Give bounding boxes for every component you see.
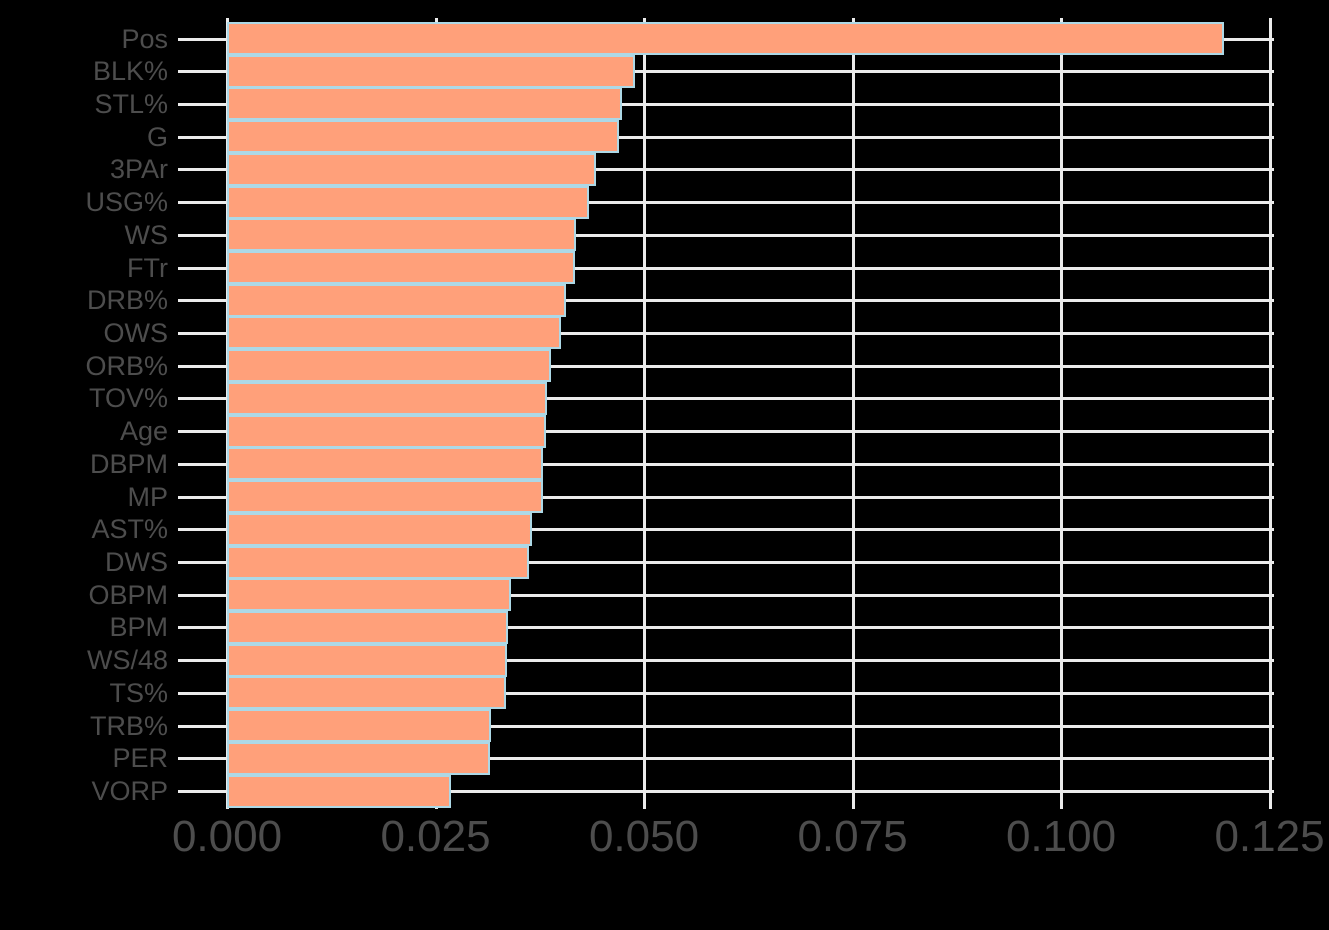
y-tick-label: TS% <box>109 677 168 708</box>
bar <box>227 283 567 317</box>
bar <box>227 774 451 808</box>
bar <box>227 22 1225 55</box>
x-tick-label: 0.025 <box>380 812 491 861</box>
bar <box>227 512 533 546</box>
x-tick-label: 0.000 <box>171 812 283 861</box>
y-gridline <box>178 495 1274 499</box>
y-tick-label: DRB% <box>86 285 168 316</box>
y-gridline <box>178 626 1274 630</box>
bar <box>227 381 548 415</box>
y-tick-label: USG% <box>85 187 168 218</box>
y-tick-label: TRB% <box>89 710 168 741</box>
y-tick-label: DBPM <box>89 448 168 479</box>
bar <box>227 643 508 677</box>
bar <box>227 152 597 186</box>
y-tick-label: OWS <box>103 317 169 348</box>
y-tick-label: AST% <box>91 514 168 545</box>
y-tick-label: WS/48 <box>86 645 168 676</box>
y-tick-label: Age <box>119 416 168 447</box>
y-tick-label: FTr <box>127 252 168 283</box>
x-gridline <box>851 18 855 809</box>
y-gridline <box>178 299 1274 303</box>
bar <box>227 545 529 579</box>
y-gridline <box>178 397 1274 401</box>
bar <box>227 185 589 219</box>
y-tick-label: PER <box>112 743 168 774</box>
bar <box>227 414 547 448</box>
y-tick-label: STL% <box>94 88 168 119</box>
x-tick-label: 0.125 <box>1214 812 1325 861</box>
bar <box>227 578 511 612</box>
x-tick-label: 0.050 <box>588 812 700 861</box>
y-gridline <box>178 364 1274 368</box>
x-gridline <box>1060 18 1063 809</box>
bar <box>227 480 544 514</box>
y-gridline <box>178 561 1274 565</box>
y-tick-label: WS <box>124 219 169 250</box>
y-tick-label: G <box>146 121 168 152</box>
x-tick-label: 0.075 <box>797 812 908 861</box>
y-gridline <box>178 462 1274 466</box>
y-gridline <box>178 691 1274 695</box>
y-tick-label: TOV% <box>88 383 168 414</box>
y-gridline <box>178 790 1274 794</box>
y-gridline <box>178 757 1274 761</box>
bar <box>227 218 576 252</box>
x-tick-label: 0.100 <box>1005 812 1117 861</box>
y-tick-label: BPM <box>109 612 168 643</box>
bar <box>227 54 635 88</box>
bar <box>227 120 619 154</box>
bar <box>227 741 490 775</box>
y-tick-label: OBPM <box>88 579 168 610</box>
y-tick-label: Pos <box>121 23 168 54</box>
bar <box>227 316 561 350</box>
y-gridline <box>178 233 1274 237</box>
bar <box>227 676 507 710</box>
y-gridline <box>178 168 1274 172</box>
x-gridline <box>643 18 646 809</box>
bar <box>227 87 623 121</box>
y-tick-label: DWS <box>105 547 168 578</box>
bar <box>227 349 552 383</box>
bar <box>227 251 575 285</box>
bar <box>227 709 491 743</box>
y-gridline <box>178 724 1274 728</box>
y-gridline <box>178 528 1274 532</box>
y-gridline <box>178 430 1274 434</box>
y-gridline <box>178 331 1274 335</box>
y-tick-label: MP <box>127 481 169 512</box>
y-gridline <box>178 266 1274 270</box>
y-gridline <box>178 70 1274 74</box>
bar <box>227 610 509 644</box>
y-tick-label: ORB% <box>85 350 168 381</box>
bar <box>227 447 544 481</box>
y-gridline <box>178 593 1274 597</box>
y-tick-label: 3PAr <box>109 154 168 185</box>
y-tick-label: VORP <box>91 776 168 807</box>
y-gridline <box>178 135 1274 139</box>
y-gridline <box>178 659 1274 663</box>
y-gridline <box>178 102 1274 106</box>
y-gridline <box>178 201 1274 205</box>
y-tick-label: BLK% <box>92 56 168 87</box>
x-gridline <box>1268 18 1272 809</box>
